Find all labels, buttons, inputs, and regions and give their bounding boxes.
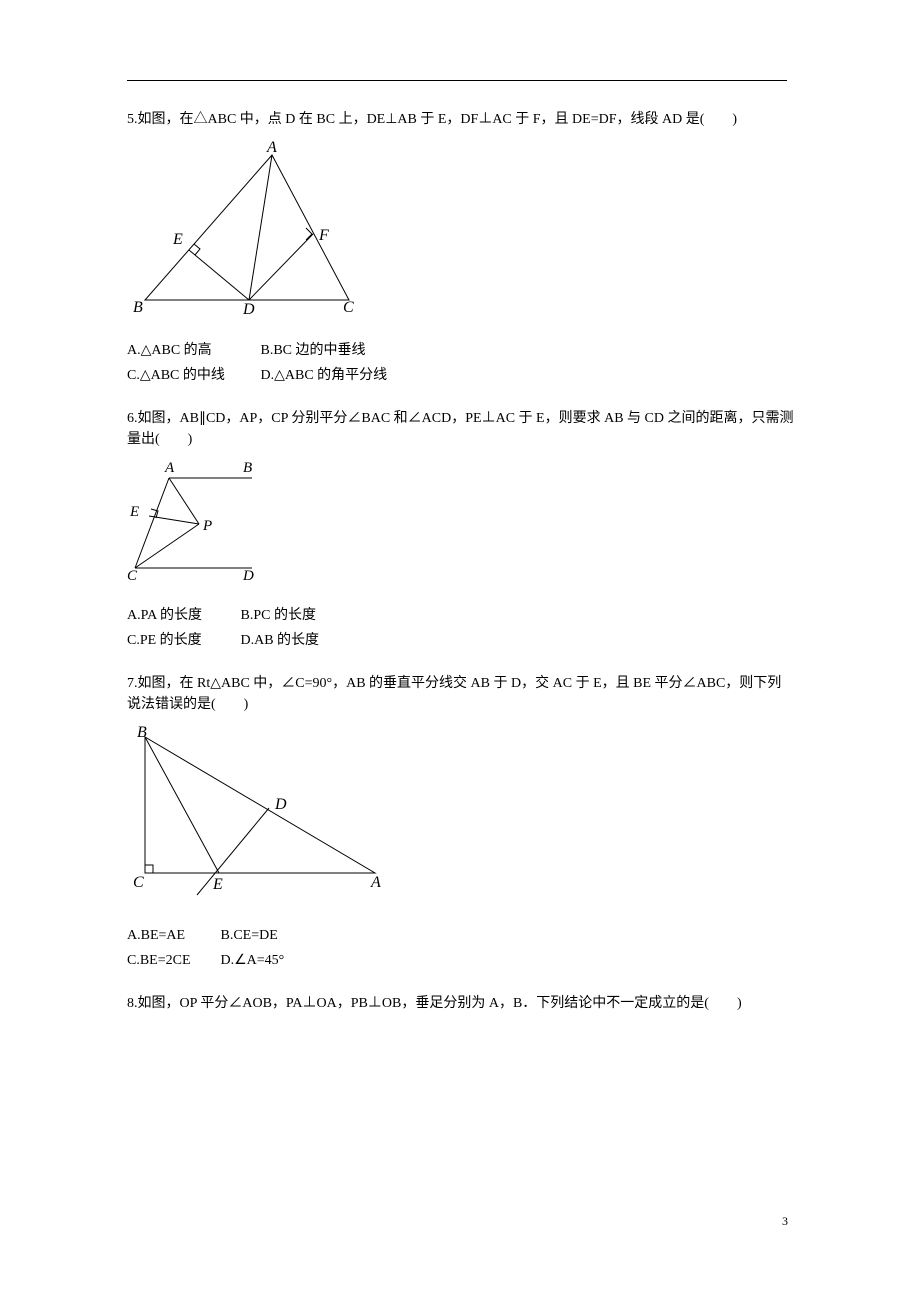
q6-figure: A B C D E P <box>127 460 795 585</box>
q6-optC: C.PE 的长度 <box>127 630 237 651</box>
q5-options-row1: A.△ABC 的高 B.BC 边的中垂线 <box>127 340 795 361</box>
header-divider <box>127 80 787 81</box>
q7-optD: D.∠A=45° <box>221 950 285 971</box>
q5-label-A: A <box>266 140 277 156</box>
q5-optC: C.△ABC 的中线 <box>127 365 257 386</box>
q6-label-A: A <box>164 460 175 476</box>
q6-options-row2: C.PE 的长度 D.AB 的长度 <box>127 630 795 651</box>
q8-text: 8.如图，OP 平分∠AOB，PA⊥OA，PB⊥OB，垂足分别为 A，B．下列结… <box>127 993 795 1014</box>
q7-label-E: E <box>212 876 223 893</box>
q7-optB: B.CE=DE <box>221 925 278 946</box>
q7-label-C: C <box>133 874 144 891</box>
q7-options-row2: C.BE=2CE D.∠A=45° <box>127 950 795 971</box>
q6-label-C: C <box>127 568 138 584</box>
q6-optB: B.PC 的长度 <box>241 605 316 626</box>
q6-label-B: B <box>243 460 252 476</box>
q6-text: 6.如图，AB∥CD，AP，CP 分别平分∠BAC 和∠ACD，PE⊥AC 于 … <box>127 408 795 450</box>
q6-label-D: D <box>242 568 254 584</box>
q7-label-B: B <box>137 725 147 741</box>
q5-label-E: E <box>172 231 183 248</box>
q5-optB: B.BC 边的中垂线 <box>261 340 366 361</box>
document-page: 5.如图，在△ABC 中，点 D 在 BC 上，DE⊥AB 于 E，DF⊥AC … <box>0 0 920 1302</box>
q5-options-row2: C.△ABC 的中线 D.△ABC 的角平分线 <box>127 365 795 386</box>
q6-optD: D.AB 的长度 <box>241 630 320 651</box>
q6-optA: A.PA 的长度 <box>127 605 237 626</box>
q5-label-F: F <box>318 227 329 244</box>
q5-optD: D.△ABC 的角平分线 <box>261 365 388 386</box>
q7-text: 7.如图，在 Rt△ABC 中，∠C=90°，AB 的垂直平分线交 AB 于 D… <box>127 673 795 715</box>
q6-options-row1: A.PA 的长度 B.PC 的长度 <box>127 605 795 626</box>
q7-label-A: A <box>370 874 381 891</box>
q6-label-P: P <box>202 518 212 534</box>
q5-label-B: B <box>133 299 143 316</box>
q5-label-D: D <box>242 301 255 318</box>
page-number: 3 <box>782 1212 788 1230</box>
q7-label-D: D <box>274 796 287 813</box>
q7-optC: C.BE=2CE <box>127 950 217 971</box>
q5-text: 5.如图，在△ABC 中，点 D 在 BC 上，DE⊥AB 于 E，DF⊥AC … <box>127 109 795 130</box>
q5-figure: A B C D E F <box>127 140 795 320</box>
q7-figure: B C A D E <box>127 725 795 905</box>
q7-optA: A.BE=AE <box>127 925 217 946</box>
q6-label-E: E <box>129 504 139 520</box>
q7-options-row1: A.BE=AE B.CE=DE <box>127 925 795 946</box>
q5-optA: A.△ABC 的高 <box>127 340 257 361</box>
q5-label-C: C <box>343 299 354 316</box>
